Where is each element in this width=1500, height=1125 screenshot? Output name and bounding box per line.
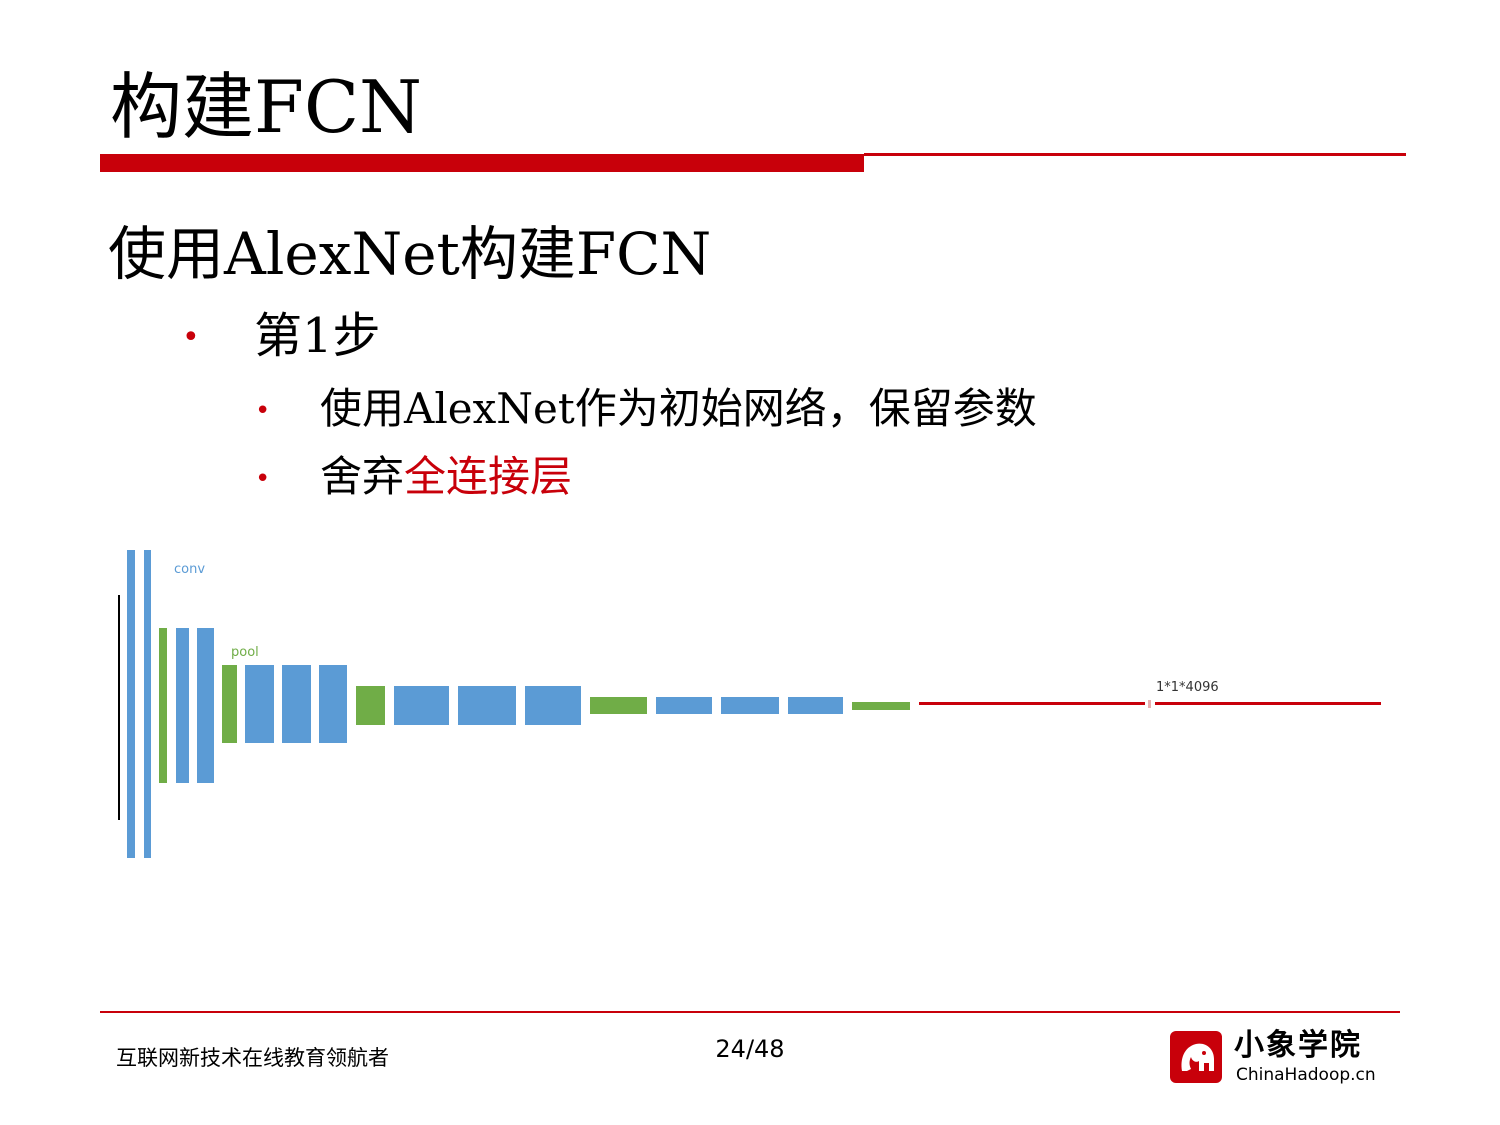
title-underline-thick xyxy=(100,154,864,172)
conv-layer xyxy=(245,665,274,743)
conv-layer xyxy=(721,697,779,714)
title-underline-thin xyxy=(864,153,1406,156)
pool-label: pool xyxy=(231,645,259,660)
elephant-icon xyxy=(1170,1031,1222,1083)
bullet-marker: • xyxy=(255,396,271,426)
bullet-step-1: 第1步 xyxy=(254,308,381,364)
conv-layer xyxy=(458,686,516,725)
bullet-use-alexnet: 使用AlexNet作为初始网络，保留参数 xyxy=(320,384,1037,433)
bullet-marker: • xyxy=(255,464,271,494)
pool-layer xyxy=(852,702,910,710)
conv-label: conv xyxy=(174,562,205,577)
conv-layer xyxy=(282,665,311,743)
conv-layer xyxy=(319,665,347,743)
pool-layer xyxy=(222,665,237,743)
pool-layer xyxy=(356,686,385,725)
fc-layer-gap-marker xyxy=(1148,700,1151,708)
bullet-marker: • xyxy=(182,320,200,355)
output-size-label: 1*1*4096 xyxy=(1156,680,1219,695)
logo-chinese-name: 小象学院 xyxy=(1234,1028,1362,1063)
conv-layer xyxy=(394,686,449,725)
pool-layer xyxy=(590,697,647,714)
page-number: 24/48 xyxy=(715,1035,785,1063)
bullet-discard-fc: 舍弃全连接层 xyxy=(320,450,572,504)
conv-layer xyxy=(127,550,135,858)
brand-logo: 小象学院 ChinaHadoop.cn xyxy=(1170,1028,1395,1086)
logo-english-name: ChinaHadoop.cn xyxy=(1236,1065,1376,1085)
conv-layer xyxy=(788,697,843,714)
conv-layer xyxy=(525,686,581,725)
conv-layer xyxy=(656,697,712,714)
conv-layer xyxy=(197,628,214,783)
bullet-discard-prefix: 舍弃 xyxy=(320,452,405,501)
alexnet-diagram: conv pool 1*1*4096 xyxy=(100,540,1400,870)
footer-slogan: 互联网新技术在线教育领航者 xyxy=(116,1046,389,1070)
footer-divider xyxy=(100,1011,1400,1013)
slide-heading: 使用AlexNet构建FCN xyxy=(108,220,712,288)
bullet-discard-highlight: 全连接层 xyxy=(404,452,573,501)
conv-layer xyxy=(144,550,151,858)
input-layer-edge xyxy=(118,595,120,820)
pool-layer xyxy=(159,628,167,783)
fc-layer-line xyxy=(919,702,1145,705)
fc-layer-line xyxy=(1155,702,1381,705)
conv-layer xyxy=(176,628,189,783)
slide-title: 构建FCN xyxy=(110,65,423,149)
